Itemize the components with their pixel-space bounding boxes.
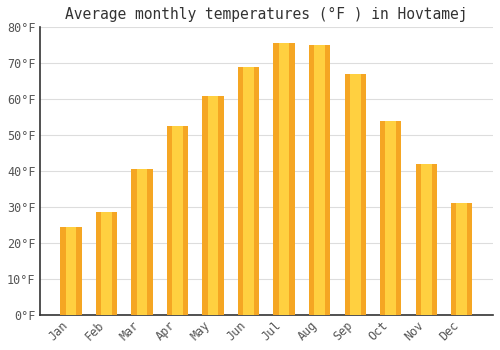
- Bar: [66, 226, 76, 315]
- Bar: [380, 121, 402, 315]
- Bar: [202, 96, 224, 315]
- Bar: [416, 164, 437, 315]
- Bar: [60, 226, 82, 315]
- Bar: [386, 121, 396, 315]
- Bar: [101, 212, 112, 315]
- Bar: [350, 74, 360, 315]
- Bar: [274, 43, 295, 315]
- Title: Average monthly temperatures (°F ) in Hovtamej: Average monthly temperatures (°F ) in Ho…: [65, 7, 468, 22]
- Bar: [456, 203, 467, 315]
- Bar: [172, 126, 183, 315]
- Bar: [136, 169, 147, 315]
- Bar: [421, 164, 432, 315]
- Bar: [167, 126, 188, 315]
- Bar: [132, 169, 152, 315]
- Bar: [238, 67, 259, 315]
- Bar: [314, 45, 325, 315]
- Bar: [243, 67, 254, 315]
- Bar: [96, 212, 117, 315]
- Bar: [344, 74, 366, 315]
- Bar: [309, 45, 330, 315]
- Bar: [208, 96, 218, 315]
- Bar: [451, 203, 472, 315]
- Bar: [279, 43, 289, 315]
